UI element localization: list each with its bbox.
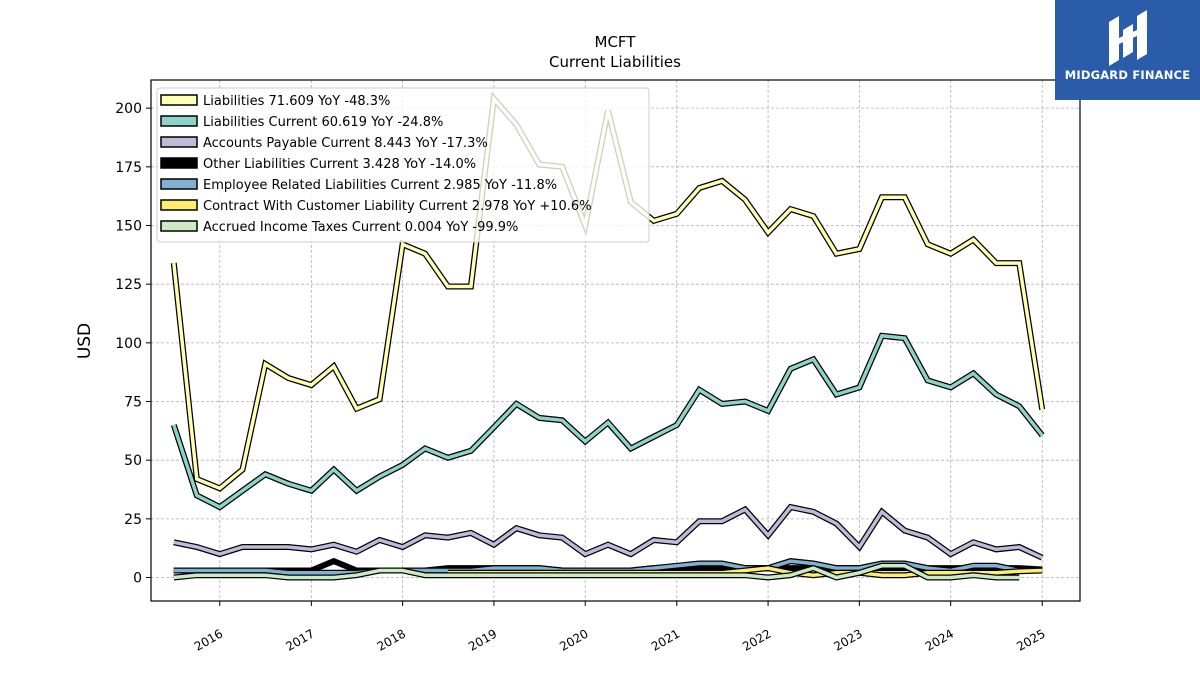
legend-label: Liabilities 71.609 YoY -48.3% [203,94,390,109]
y-tick-label: 150 [115,219,142,235]
series-layer [170,91,1046,581]
x-tick-label: 2020 [557,626,590,653]
x-tick-label: 2025 [1014,626,1047,653]
legend-label: Liabilities Current 60.619 YoY -24.8% [203,115,443,130]
legend-swatch [160,136,198,148]
legend-box [156,87,650,243]
brand-name: MIDGARD FINANCE [1064,68,1191,82]
x-tick-label: 2019 [466,626,499,653]
y-tick-label: 75 [124,395,142,411]
x-tick-label: 2018 [375,626,408,653]
legend: Liabilities 71.609 YoY -48.3% Liabilities… [156,87,650,243]
midgard-logo-icon [1109,10,1147,66]
legend-label: Accounts Payable Current 8.443 YoY -17.3… [203,136,488,151]
legend-swatch [160,178,198,190]
y-tick-label: 50 [124,453,142,469]
series-stroke [173,505,1043,560]
series-stroke [173,564,1020,580]
x-axis: 2016 2017 2018 2019 2020 2021 2022 2023 2024 2025 [192,601,1048,654]
chart-title: MCFT [595,33,637,51]
x-tick-label: 2022 [740,626,773,653]
y-tick-label: 175 [115,160,142,176]
legend-label: Employee Related Liabilities Current 2.9… [203,178,557,193]
chart-subtitle: Current Liabilities [549,53,681,71]
y-axis: 0 25 50 75 100 125 150 175 200 [115,101,151,587]
y-axis-label: USD [75,323,95,359]
series-line-2 [173,503,1044,561]
x-tick-label: 2017 [283,626,316,653]
y-tick-label: 0 [133,571,142,587]
x-tick-label: 2016 [192,626,225,653]
legend-swatch [160,157,198,169]
legend-swatch [160,94,198,106]
series-stroke [172,333,1044,510]
plot-frame [150,79,1081,602]
legend-swatch [160,220,198,232]
legend-swatch [160,115,198,127]
y-tick-label: 200 [115,101,142,117]
brand-logo: MIDGARD FINANCE [1055,0,1200,100]
y-tick-label: 25 [124,512,142,528]
x-tick-label: 2023 [831,626,864,653]
legend-label: Other Liabilities Current 3.428 YoY -14.… [203,157,476,172]
legend-label: Contract With Customer Liability Current… [203,199,592,214]
x-tick-label: 2021 [649,626,682,653]
series-line-1 [170,332,1045,511]
series-line-6 [173,562,1020,581]
y-tick-label: 100 [115,336,142,352]
legend-swatch [160,199,198,211]
x-tick-label: 2024 [923,626,956,653]
y-tick-label: 125 [115,277,142,293]
legend-label: Accrued Income Taxes Current 0.004 YoY -… [203,220,518,235]
